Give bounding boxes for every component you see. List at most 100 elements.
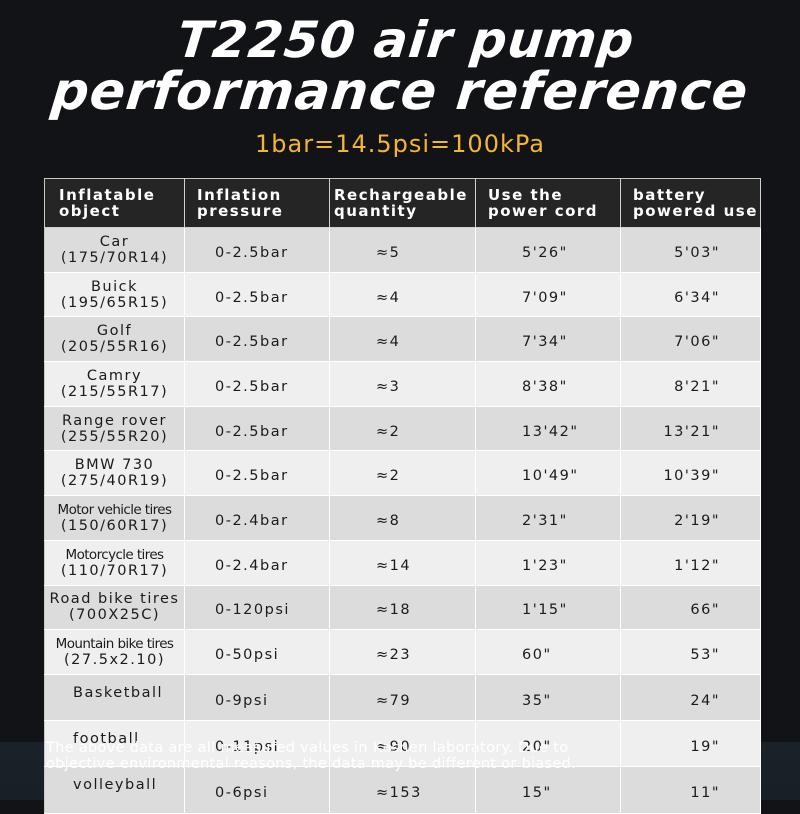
cell-quantity: ≈4: [329, 316, 476, 363]
object-size: (215/55R17): [60, 383, 169, 400]
table-row: Car (175/70R14) 0-2.5bar ≈5 5'26" 5'03": [44, 227, 761, 273]
performance-table: Inflatable object Inflation pressure Recha…: [44, 178, 761, 814]
header-inflation-pressure: Inflation pressure: [184, 178, 330, 228]
header-line: object: [59, 202, 121, 220]
object-size: (275/40R19): [60, 473, 169, 490]
table-row: Golf (205/55R16) 0-2.5bar ≈4 7'34" 7'06": [44, 316, 761, 363]
cell-battery: 53": [620, 629, 761, 675]
table-row: Motor vehicle tires (150/60R17) 0-2.4bar …: [44, 495, 761, 541]
object-name: Basketball: [73, 684, 164, 701]
cell-object: Basketball: [44, 674, 185, 722]
header-line: Inflatable: [59, 186, 156, 204]
table-row: Basketball 0-9psi ≈79 35" 24": [44, 674, 761, 722]
cell-quantity: ≈153: [329, 766, 476, 814]
cell-pressure: 0-2.5bar: [184, 406, 330, 452]
page-title-line2: performance reference: [48, 62, 752, 122]
header-power-cord: Use the power cord: [475, 178, 621, 228]
cell-battery: 2'19": [620, 495, 761, 541]
object-name: Motor vehicle tires: [57, 501, 173, 518]
cell-battery: 19": [620, 720, 761, 768]
header-line: battery: [633, 186, 707, 204]
table-row: BMW 730 (275/40R19) 0-2.5bar ≈2 10'49" 10…: [44, 450, 761, 497]
cell-object: Buick (195/65R15): [44, 272, 185, 318]
table-row: Buick (195/65R15) 0-2.5bar ≈4 7'09" 6'34": [44, 272, 761, 318]
table-row: Mountain bike tires (27.5x2.10) 0-50psi ≈…: [44, 629, 761, 675]
cell-power-cord: 35": [475, 674, 621, 722]
cell-pressure: 0-2.5bar: [184, 227, 330, 273]
cell-object: BMW 730 (275/40R19): [44, 450, 185, 497]
table-header-row: Inflatable object Inflation pressure Recha…: [44, 178, 761, 228]
cell-quantity: ≈5: [329, 227, 476, 273]
cell-pressure: 0-120psi: [184, 585, 330, 631]
object-name: Range rover: [61, 412, 168, 429]
cell-object: Car (175/70R14): [44, 227, 185, 273]
cell-quantity: ≈2: [329, 406, 476, 452]
cell-battery: 5'03": [620, 227, 761, 273]
cell-object: Road bike tires (700X25C): [44, 585, 185, 631]
object-name: Golf: [96, 323, 133, 340]
object-size: (27.5x2.10): [64, 652, 165, 669]
cell-quantity: ≈14: [329, 540, 476, 586]
cell-power-cord: 8'38": [475, 361, 621, 407]
object-size: (205/55R16): [60, 339, 169, 356]
header-line: Inflation: [197, 186, 282, 204]
footer-disclaimer: The above data are all measured values i…: [46, 740, 766, 772]
header-line: power cord: [488, 202, 599, 220]
cell-quantity: ≈3: [329, 361, 476, 407]
cell-pressure: 0-6psi: [184, 766, 330, 814]
cell-quantity: ≈8: [329, 495, 476, 541]
header-line: quantity: [334, 202, 418, 220]
cell-battery: 7'06": [620, 316, 761, 363]
cell-pressure: 0-50psi: [184, 629, 330, 675]
footer-line-1: The above data are all measured values i…: [46, 740, 569, 756]
object-name: Camry: [86, 367, 143, 384]
object-name: Road bike tires: [49, 591, 180, 608]
header-battery-powered: battery powered use: [620, 178, 761, 228]
footer-line-2: objective environmental reasons, the dat…: [46, 756, 577, 772]
object-size: (255/55R20): [60, 428, 169, 445]
cell-object: Motorcycle tires (110/70R17): [44, 540, 185, 586]
cell-battery: 6'34": [620, 272, 761, 318]
cell-pressure: 0-2.5bar: [184, 450, 330, 497]
cell-battery: 1'12": [620, 540, 761, 586]
object-name: Mountain bike tires: [55, 636, 174, 653]
table-row: Road bike tires (700X25C) 0-120psi ≈18 1'…: [44, 585, 761, 631]
table-row: Camry (215/55R17) 0-2.5bar ≈3 8'38" 8'21": [44, 361, 761, 407]
cell-pressure: 0-11psi: [184, 720, 330, 768]
header-line: powered use: [633, 202, 758, 220]
cell-quantity: ≈2: [329, 450, 476, 497]
unit-conversion-subtitle: 1bar=14.5psi=100kPa: [255, 130, 545, 158]
cell-power-cord: 2'31": [475, 495, 621, 541]
cell-power-cord: 60": [475, 629, 621, 675]
object-name: volleyball: [73, 777, 158, 794]
cell-pressure: 0-9psi: [184, 674, 330, 722]
cell-pressure: 0-2.5bar: [184, 272, 330, 318]
cell-quantity: ≈4: [329, 272, 476, 318]
cell-pressure: 0-2.4bar: [184, 540, 330, 586]
cell-battery: 24": [620, 674, 761, 722]
header-line: Use the: [488, 186, 564, 204]
header-line: pressure: [197, 202, 284, 220]
object-name: Car: [99, 233, 130, 250]
cell-battery: 13'21": [620, 406, 761, 452]
table-row: Motorcycle tires (110/70R17) 0-2.4bar ≈14…: [44, 540, 761, 586]
cell-power-cord: 13'42": [475, 406, 621, 452]
cell-quantity: ≈23: [329, 629, 476, 675]
cell-object: Motor vehicle tires (150/60R17): [44, 495, 185, 541]
cell-pressure: 0-2.4bar: [184, 495, 330, 541]
table-row: volleyball 0-6psi ≈153 15" 11": [44, 766, 761, 814]
cell-battery: 10'39": [620, 450, 761, 497]
cell-pressure: 0-2.5bar: [184, 316, 330, 363]
cell-power-cord: 20": [475, 720, 621, 768]
object-size: (700X25C): [69, 607, 160, 624]
cell-battery: 8'21": [620, 361, 761, 407]
cell-pressure: 0-2.5bar: [184, 361, 330, 407]
header-rechargeable-quantity: Rechargeable quantity: [329, 178, 476, 228]
cell-power-cord: 1'15": [475, 585, 621, 631]
object-name: Buick: [90, 278, 139, 295]
object-size: (175/70R14): [60, 249, 169, 266]
table-row: football 0-11psi ≈90 20" 19": [44, 720, 761, 768]
object-size: (150/60R17): [60, 517, 169, 534]
cell-quantity: ≈18: [329, 585, 476, 631]
cell-object: Mountain bike tires (27.5x2.10): [44, 629, 185, 675]
